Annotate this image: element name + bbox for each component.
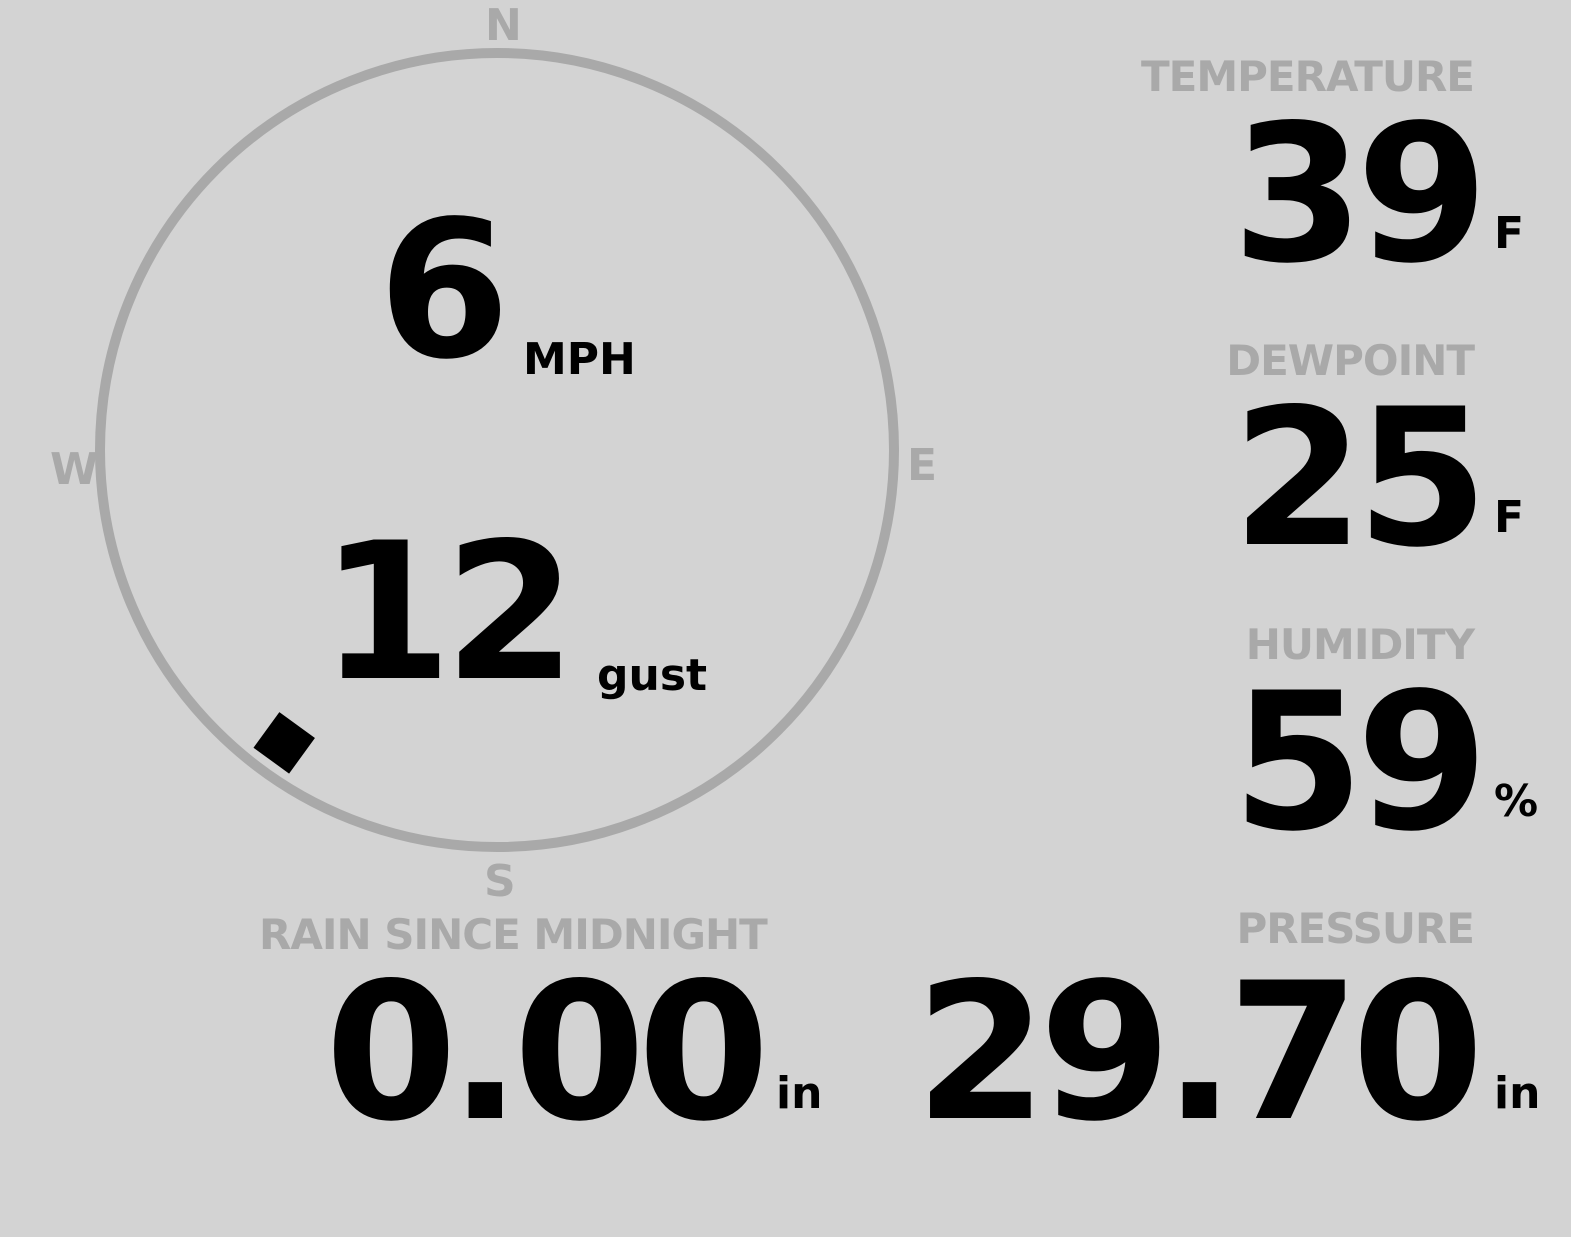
compass-ring (95, 48, 899, 852)
temperature-label: TEMPERATURE (1141, 52, 1475, 101)
wind-compass (95, 48, 899, 852)
compass-north: N (485, 0, 522, 51)
wind-speed-value: 6 (378, 180, 510, 401)
pressure-unit: in (1494, 1068, 1541, 1119)
temperature-value: 39 (1232, 84, 1488, 305)
wind-gust-unit: gust (597, 650, 708, 701)
dewpoint-value: 25 (1232, 368, 1488, 589)
rain-unit: in (776, 1068, 823, 1119)
rain-value: 0.00 (325, 942, 770, 1163)
pressure-label: PRESSURE (1236, 904, 1475, 953)
dewpoint-unit: F (1494, 492, 1525, 543)
wind-direction-pointer (253, 712, 315, 774)
humidity-unit: % (1494, 776, 1539, 827)
temperature-unit: F (1494, 208, 1525, 259)
dewpoint-label: DEWPOINT (1226, 336, 1475, 385)
wind-gust-value: 12 (320, 502, 576, 723)
wind-speed-unit: MPH (523, 334, 636, 385)
compass-east: E (907, 440, 938, 491)
humidity-label: HUMIDITY (1245, 620, 1475, 669)
humidity-value: 59 (1232, 652, 1488, 873)
compass-west: W (50, 444, 99, 495)
pressure-value: 29.70 (915, 942, 1484, 1163)
rain-label: RAIN SINCE MIDNIGHT (259, 910, 768, 959)
compass-south: S (484, 856, 516, 907)
